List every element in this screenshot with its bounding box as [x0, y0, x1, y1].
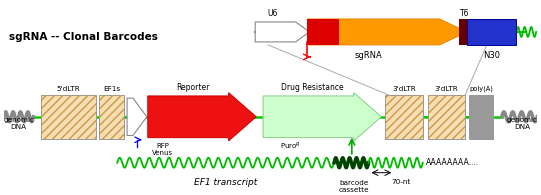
Text: barcode
cassette: barcode cassette: [339, 180, 369, 193]
Bar: [467, 19, 517, 45]
Bar: [459, 19, 467, 45]
Bar: [385, 95, 423, 139]
Text: 3'dLTR: 3'dLTR: [392, 86, 416, 92]
Text: 5'dLTR: 5'dLTR: [57, 86, 80, 92]
Text: EF1s: EF1s: [103, 86, 120, 92]
Bar: [428, 95, 465, 139]
FancyArrow shape: [148, 93, 256, 141]
Text: Reporter: Reporter: [176, 83, 210, 92]
Text: EF1 transcript: EF1 transcript: [194, 178, 258, 187]
Bar: [469, 95, 493, 139]
Text: Puro$^R$: Puro$^R$: [280, 141, 301, 152]
Text: 70-nt: 70-nt: [392, 179, 411, 185]
Bar: [100, 95, 124, 139]
Text: genomic
DNA: genomic DNA: [507, 117, 538, 130]
Text: sgRNA: sgRNA: [355, 51, 382, 60]
Bar: [307, 19, 339, 45]
Bar: [41, 95, 96, 139]
Text: genomic
DNA: genomic DNA: [3, 117, 34, 130]
Text: Drug Resistance: Drug Resistance: [281, 83, 344, 92]
FancyArrow shape: [255, 22, 309, 42]
Bar: [385, 95, 423, 139]
Text: AAAAAAAA....: AAAAAAAA....: [426, 158, 479, 167]
Bar: [100, 95, 124, 139]
Bar: [307, 19, 339, 45]
FancyArrow shape: [127, 98, 147, 136]
Text: sgRNA -- Clonal Barcodes: sgRNA -- Clonal Barcodes: [9, 32, 157, 42]
Text: N30: N30: [483, 51, 500, 60]
FancyArrow shape: [263, 93, 381, 141]
Bar: [41, 95, 96, 139]
Text: U6: U6: [268, 9, 278, 18]
Text: RFP
Venus: RFP Venus: [152, 143, 173, 156]
Bar: [428, 95, 465, 139]
Text: poly(A): poly(A): [469, 85, 493, 92]
FancyArrow shape: [307, 19, 467, 45]
Text: T6: T6: [460, 9, 470, 18]
Text: 3'dLTR: 3'dLTR: [434, 86, 458, 92]
